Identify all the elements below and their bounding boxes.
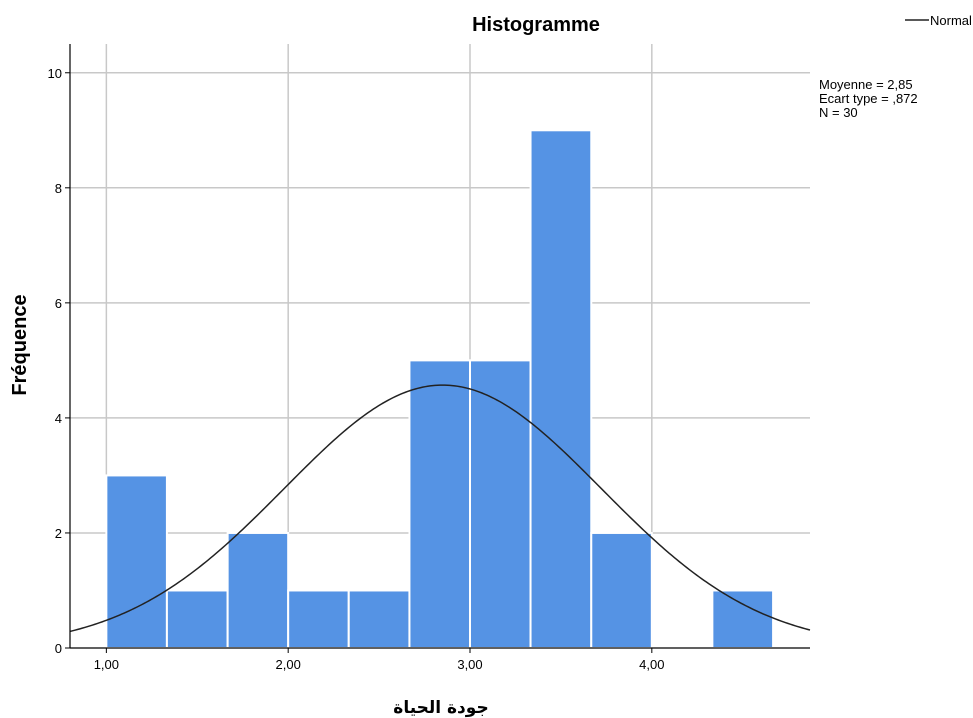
histogram-bar-1 <box>165 589 229 650</box>
axes <box>65 44 810 653</box>
x-axis-label: جودة الحياة <box>393 698 488 718</box>
y-tick-label-5: 10 <box>48 66 62 81</box>
y-axis-label: Fréquence <box>9 294 31 395</box>
histogram-bar-10 <box>711 589 775 650</box>
bars <box>105 129 775 650</box>
y-tick-label-2: 4 <box>55 411 62 426</box>
legend: Normal <box>905 13 972 28</box>
histogram-bar-7 <box>529 129 593 650</box>
chart-title: Histogramme <box>472 14 600 36</box>
legend-normal-label: Normal <box>930 13 972 28</box>
y-tick-label-3: 6 <box>55 296 62 311</box>
histogram-bar-3 <box>287 589 350 650</box>
normal-curve <box>69 384 811 633</box>
x-tick-label-3: 4,00 <box>639 657 664 672</box>
histogram-bar-8 <box>590 531 653 650</box>
y-tick-label-0: 0 <box>55 641 62 656</box>
stat-mean: Moyenne = 2,85 <box>819 77 913 92</box>
histogram-bar-0 <box>105 474 168 649</box>
x-tick-label-2: 3,00 <box>457 657 482 672</box>
grid <box>70 44 810 648</box>
y-tick-label-4: 8 <box>55 181 62 196</box>
histogram-bar-4 <box>347 589 411 650</box>
stat-n: N = 30 <box>819 105 858 120</box>
tick-labels: 0 2 4 6 8 10 1,00 2,00 3,00 4,00 <box>48 66 665 672</box>
stats-box: Moyenne = 2,85 Ecart type = ,872 N = 30 <box>819 77 918 120</box>
normal-curve-layer <box>69 384 811 633</box>
stat-sd: Ecart type = ,872 <box>819 91 918 106</box>
histogram-bar-2 <box>226 531 290 650</box>
x-tick-label-1: 2,00 <box>276 657 301 672</box>
x-tick-label-0: 1,00 <box>94 657 119 672</box>
histogram-bar-5 <box>408 359 472 649</box>
histogram-bar-6 <box>469 359 532 649</box>
y-tick-label-1: 2 <box>55 526 62 541</box>
